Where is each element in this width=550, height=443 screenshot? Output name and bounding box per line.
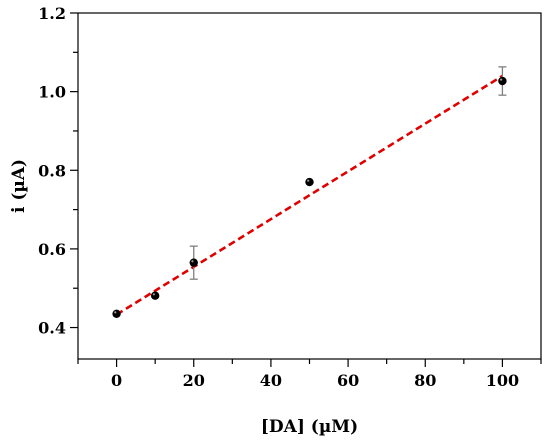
major-x-ticks	[115, 359, 504, 367]
fit-line	[115, 74, 504, 316]
x-tick-label: 100	[486, 371, 519, 390]
fit-line-group	[115, 74, 504, 316]
y-tick-label: 1.0	[38, 83, 66, 102]
data-point	[112, 309, 121, 318]
data-point-highlight	[114, 311, 117, 314]
data-point	[498, 76, 507, 86]
x-tick-label: 20	[183, 371, 205, 390]
x-tick-label: 0	[111, 371, 122, 390]
data-point	[150, 291, 160, 300]
data-point-highlight	[500, 78, 503, 81]
y-tick-label: 0.4	[38, 319, 66, 338]
x-tick-label: 80	[414, 371, 436, 390]
x-tick-label: 40	[260, 371, 282, 390]
y-tick-label: 0.8	[38, 161, 66, 180]
data-point	[189, 258, 198, 267]
data-point-highlight	[152, 293, 155, 296]
major-y-ticks	[70, 12, 78, 329]
data-point-highlight	[307, 179, 310, 182]
y-tick-label: 0.6	[38, 240, 66, 259]
data-point	[305, 177, 314, 187]
y-tick-labels: 0.4 0.6 0.8 1.0 1.2	[38, 4, 66, 338]
minor-y-ticks	[73, 51, 78, 289]
errorbars	[189, 66, 507, 280]
x-tick-label: 60	[337, 371, 359, 390]
x-axis-label: [DA] (µM)	[261, 417, 358, 437]
y-axis-label: i (µA)	[9, 159, 29, 213]
y-tick-label: 1.2	[38, 4, 66, 23]
data-point-highlight	[191, 260, 194, 263]
data-points	[112, 76, 507, 318]
minor-x-ticks	[77, 359, 542, 364]
plot-frame	[77, 12, 542, 360]
x-tick-labels: 0 20 40 60 80 100	[111, 371, 519, 390]
